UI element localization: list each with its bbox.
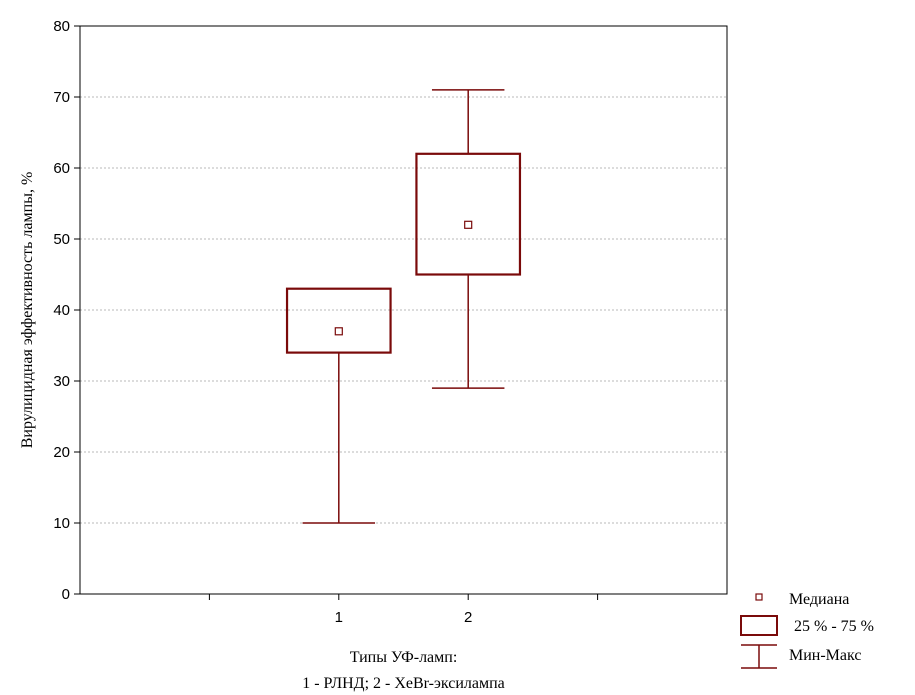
iqr-box xyxy=(285,287,392,354)
y-tick-label: 70 xyxy=(53,89,70,106)
y-tick-label: 10 xyxy=(53,515,70,532)
legend-iqr-marker xyxy=(740,615,778,636)
y-tick-label: 0 xyxy=(62,586,70,603)
legend: Медиана 25 % - 75 % Мин-Макс xyxy=(740,591,874,669)
x-tick-label: 1 xyxy=(335,609,343,626)
y-axis-label: Вирулицидная эффективность лампы, % xyxy=(19,172,36,449)
box-series xyxy=(285,89,522,524)
legend-minmax-label: Мин-Макс xyxy=(789,647,861,664)
box-item xyxy=(415,89,522,389)
median-marker xyxy=(334,327,343,336)
y-tick-label: 20 xyxy=(53,444,70,461)
y-tick-label: 80 xyxy=(53,18,70,35)
box-item xyxy=(285,287,392,524)
legend-median-marker xyxy=(755,593,763,601)
median-marker xyxy=(464,220,473,229)
iqr-box xyxy=(415,152,522,276)
x-tick-label: 2 xyxy=(464,609,472,626)
legend-iqr-label: 25 % - 75 % xyxy=(794,618,874,635)
y-tick-label: 40 xyxy=(53,302,70,319)
y-tick-label: 30 xyxy=(53,373,70,390)
x-axis-label-line1: Типы УФ-ламп: xyxy=(350,649,458,666)
y-tick-label: 60 xyxy=(53,160,70,177)
legend-median-label: Медиана xyxy=(789,591,849,608)
y-tick-label: 50 xyxy=(53,231,70,248)
grid-lines xyxy=(80,96,727,524)
x-axis-label-line2: 1 - РЛНД; 2 - XeBr-эксилампа xyxy=(302,675,505,692)
y-axis: 0 10 20 30 40 50 60 70 80 xyxy=(53,18,80,603)
